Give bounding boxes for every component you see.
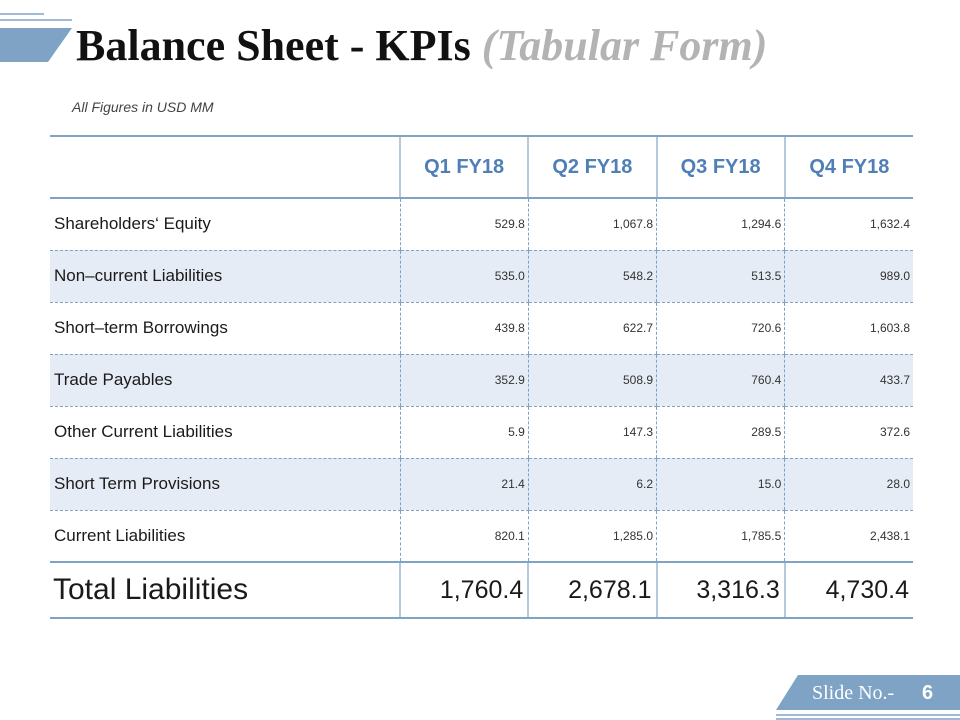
cell-q1: 820.1	[399, 510, 529, 563]
table-row-short-term-borrowings: Short–term Borrowings 439.8 622.7 720.6 …	[50, 302, 913, 355]
cell-q2: 1,285.0	[527, 510, 657, 563]
kpi-table: Q1 FY18 Q2 FY18 Q3 FY18 Q4 FY18 Sharehol…	[50, 135, 913, 619]
cell-q2: 508.9	[527, 354, 657, 407]
cell-q1: 529.8	[399, 198, 529, 251]
table-row-shareholders-equity: Shareholders‘ Equity 529.8 1,067.8 1,294…	[50, 198, 913, 251]
total-q1: 1,760.4	[398, 561, 529, 619]
title-subtitle: (Tabular Form)	[481, 21, 768, 70]
slide-number-label: Slide No.-	[812, 682, 895, 704]
corner-decoration	[0, 13, 72, 62]
column-header-q2: Q2 FY18	[527, 135, 657, 199]
cell-q1: 21.4	[399, 458, 529, 511]
header-blank-cell	[50, 135, 400, 199]
column-header-q1: Q1 FY18	[398, 135, 529, 199]
cell-q4: 28.0	[784, 458, 913, 511]
cell-q3: 289.5	[655, 406, 785, 459]
slide-number-badge: Slide No.- 6	[776, 673, 960, 720]
title-main: Balance Sheet - KPIs	[76, 21, 471, 70]
cell-q2: 6.2	[527, 458, 657, 511]
row-label: Non–current Liabilities	[50, 250, 400, 303]
total-q3: 3,316.3	[655, 561, 785, 619]
cell-q3: 1,294.6	[655, 198, 785, 251]
table-row-other-current-liabilities: Other Current Liabilities 5.9 147.3 289.…	[50, 406, 913, 459]
cell-q3: 760.4	[655, 354, 785, 407]
row-label: Trade Payables	[50, 354, 400, 407]
row-label: Short Term Provisions	[50, 458, 400, 511]
cell-q1: 5.9	[399, 406, 529, 459]
cell-q2: 622.7	[527, 302, 657, 355]
row-label: Shareholders‘ Equity	[50, 198, 400, 251]
cell-q2: 147.3	[527, 406, 657, 459]
cell-q4: 1,603.8	[784, 302, 913, 355]
slide-number-value: 6	[922, 682, 934, 704]
total-q2: 2,678.1	[527, 561, 657, 619]
units-note: All Figures in USD MM	[72, 99, 214, 115]
table-row-non-current-liabilities: Non–current Liabilities 535.0 548.2 513.…	[50, 250, 913, 303]
cell-q4: 372.6	[784, 406, 913, 459]
cell-q2: 548.2	[527, 250, 657, 303]
table-row-current-liabilities: Current Liabilities 820.1 1,285.0 1,785.…	[50, 510, 913, 563]
cell-q4: 433.7	[784, 354, 913, 407]
column-header-q3: Q3 FY18	[655, 135, 785, 199]
total-label: Total Liabilities	[50, 561, 400, 619]
cell-q4: 989.0	[784, 250, 913, 303]
cell-q1: 439.8	[399, 302, 529, 355]
cell-q3: 15.0	[655, 458, 785, 511]
table-row-total-liabilities: Total Liabilities 1,760.4 2,678.1 3,316.…	[50, 561, 913, 619]
cell-q2: 1,067.8	[527, 198, 657, 251]
cell-q4: 1,632.4	[784, 198, 913, 251]
table-header: Q1 FY18 Q2 FY18 Q3 FY18 Q4 FY18	[50, 135, 913, 199]
page-title: Balance Sheet - KPIs (Tabular Form)	[76, 18, 767, 74]
cell-q3: 513.5	[655, 250, 785, 303]
cell-q3: 1,785.5	[655, 510, 785, 563]
cell-q4: 2,438.1	[784, 510, 913, 563]
slide-badge-shape	[776, 675, 960, 720]
cell-q1: 535.0	[399, 250, 529, 303]
cell-q1: 352.9	[399, 354, 529, 407]
table-row-short-term-provisions: Short Term Provisions 21.4 6.2 15.0 28.0	[50, 458, 913, 511]
table-body: Shareholders‘ Equity 529.8 1,067.8 1,294…	[50, 198, 913, 619]
cell-q3: 720.6	[655, 302, 785, 355]
header-row: Q1 FY18 Q2 FY18 Q3 FY18 Q4 FY18	[50, 135, 913, 199]
column-header-q4: Q4 FY18	[783, 135, 913, 199]
total-q4: 4,730.4	[783, 561, 913, 619]
row-label: Current Liabilities	[50, 510, 400, 563]
row-label: Other Current Liabilities	[50, 406, 400, 459]
table-row-trade-payables: Trade Payables 352.9 508.9 760.4 433.7	[50, 354, 913, 407]
row-label: Short–term Borrowings	[50, 302, 400, 355]
